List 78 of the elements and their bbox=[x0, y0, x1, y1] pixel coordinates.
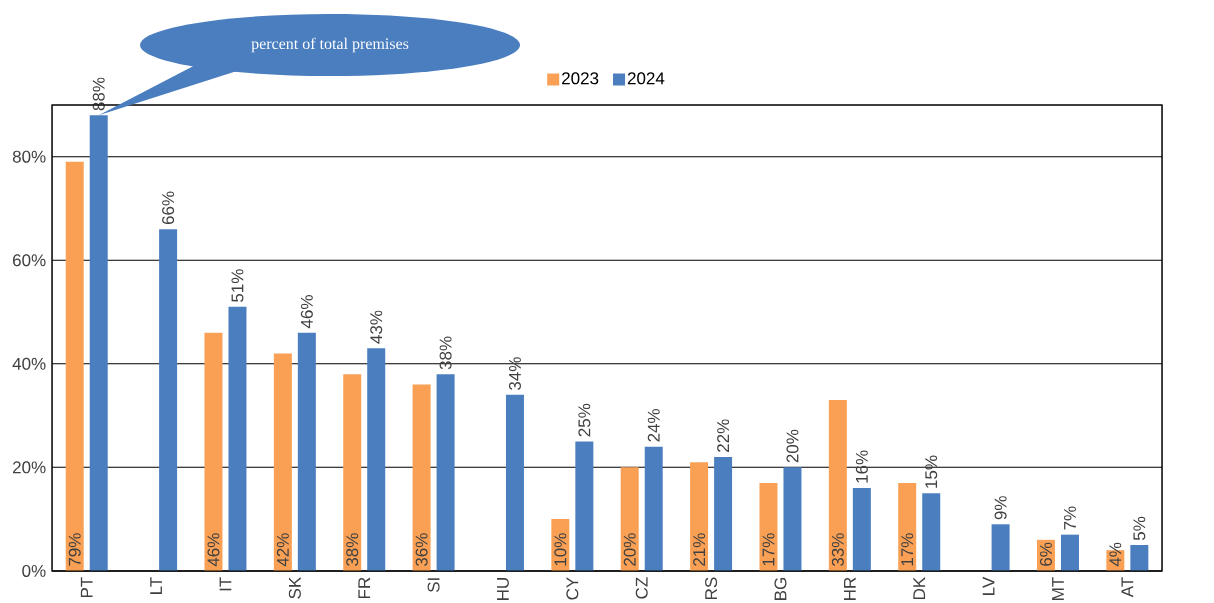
data-label: 22% bbox=[717, 419, 730, 452]
x-tick-label: MT bbox=[1052, 577, 1064, 600]
data-label: 20% bbox=[786, 429, 799, 463]
bar bbox=[65, 161, 84, 571]
y-tick-label: 40% bbox=[12, 357, 46, 370]
data-label: 51% bbox=[231, 269, 244, 302]
x-tick-label: SK bbox=[288, 576, 301, 599]
data-label: 46% bbox=[207, 533, 220, 567]
y-tick-label: 20% bbox=[13, 461, 46, 474]
bar bbox=[714, 456, 733, 571]
bar bbox=[828, 400, 847, 571]
bar bbox=[436, 374, 455, 571]
bar bbox=[204, 332, 223, 571]
bar bbox=[690, 462, 709, 571]
y-tick-label: 60% bbox=[13, 254, 46, 267]
bar bbox=[159, 229, 178, 571]
data-label: 4% bbox=[1109, 542, 1122, 567]
x-tick-label: HR bbox=[843, 577, 856, 600]
data-label: 66% bbox=[162, 191, 175, 225]
bar bbox=[367, 348, 386, 571]
data-label: 43% bbox=[370, 310, 383, 344]
bar bbox=[297, 332, 316, 571]
data-label: 38% bbox=[346, 533, 359, 567]
data-label: 38% bbox=[439, 336, 452, 370]
x-tick-label: CY bbox=[566, 577, 579, 600]
x-tick-label: LV bbox=[982, 576, 995, 595]
data-label: 9% bbox=[994, 496, 1007, 520]
data-label: 10% bbox=[554, 533, 567, 566]
bar bbox=[922, 493, 941, 571]
data-label: 16% bbox=[855, 450, 868, 483]
bar bbox=[898, 482, 917, 571]
bar bbox=[644, 446, 663, 571]
bar bbox=[1130, 545, 1149, 571]
x-tick-label: AT bbox=[1121, 577, 1134, 598]
bar bbox=[343, 374, 362, 571]
bar bbox=[412, 384, 431, 571]
data-label: 15% bbox=[925, 455, 938, 488]
bar bbox=[273, 353, 292, 571]
data-label: 88% bbox=[92, 77, 105, 111]
legend-label: 2024 bbox=[627, 72, 665, 85]
bar bbox=[1060, 534, 1079, 571]
x-tick-label: DK bbox=[913, 576, 926, 599]
bar bbox=[228, 306, 247, 571]
data-label: 20% bbox=[623, 533, 636, 566]
bar bbox=[505, 394, 524, 571]
legend-label: 2023 bbox=[562, 72, 599, 85]
data-label: 79% bbox=[68, 533, 81, 566]
data-label: 25% bbox=[578, 403, 591, 437]
y-tick-label: 80% bbox=[12, 150, 46, 163]
data-label: 24% bbox=[647, 409, 660, 442]
bar bbox=[783, 467, 802, 571]
data-label: 34% bbox=[508, 357, 521, 391]
x-tick-label: CZ bbox=[635, 577, 648, 599]
data-label: 17% bbox=[901, 533, 914, 566]
data-label: 6% bbox=[1039, 542, 1052, 566]
x-tick-label: RS bbox=[705, 577, 718, 599]
x-tick-label: PT bbox=[80, 577, 93, 598]
x-tick-label: HU bbox=[497, 578, 509, 600]
data-label: 17% bbox=[762, 533, 775, 566]
x-tick-label: FR bbox=[358, 577, 371, 599]
data-label: 7% bbox=[1064, 506, 1076, 530]
data-label: 5% bbox=[1133, 516, 1146, 541]
x-tick-label: IT bbox=[219, 577, 232, 591]
bar bbox=[991, 524, 1010, 571]
x-tick-label: SI bbox=[427, 578, 440, 593]
bar bbox=[620, 467, 639, 571]
data-label: 36% bbox=[415, 533, 428, 567]
text: percent of total premises bbox=[251, 37, 409, 53]
data-label: 21% bbox=[693, 533, 706, 566]
x-tick-label: LT bbox=[150, 577, 162, 594]
bar bbox=[759, 482, 778, 571]
data-label: 42% bbox=[276, 533, 289, 567]
data-label: 33% bbox=[831, 533, 844, 567]
data-label: 46% bbox=[300, 295, 313, 329]
bar bbox=[575, 441, 594, 571]
bar bbox=[852, 488, 871, 571]
x-tick-label: BG bbox=[774, 578, 787, 600]
y-tick-label: 0% bbox=[22, 564, 46, 577]
